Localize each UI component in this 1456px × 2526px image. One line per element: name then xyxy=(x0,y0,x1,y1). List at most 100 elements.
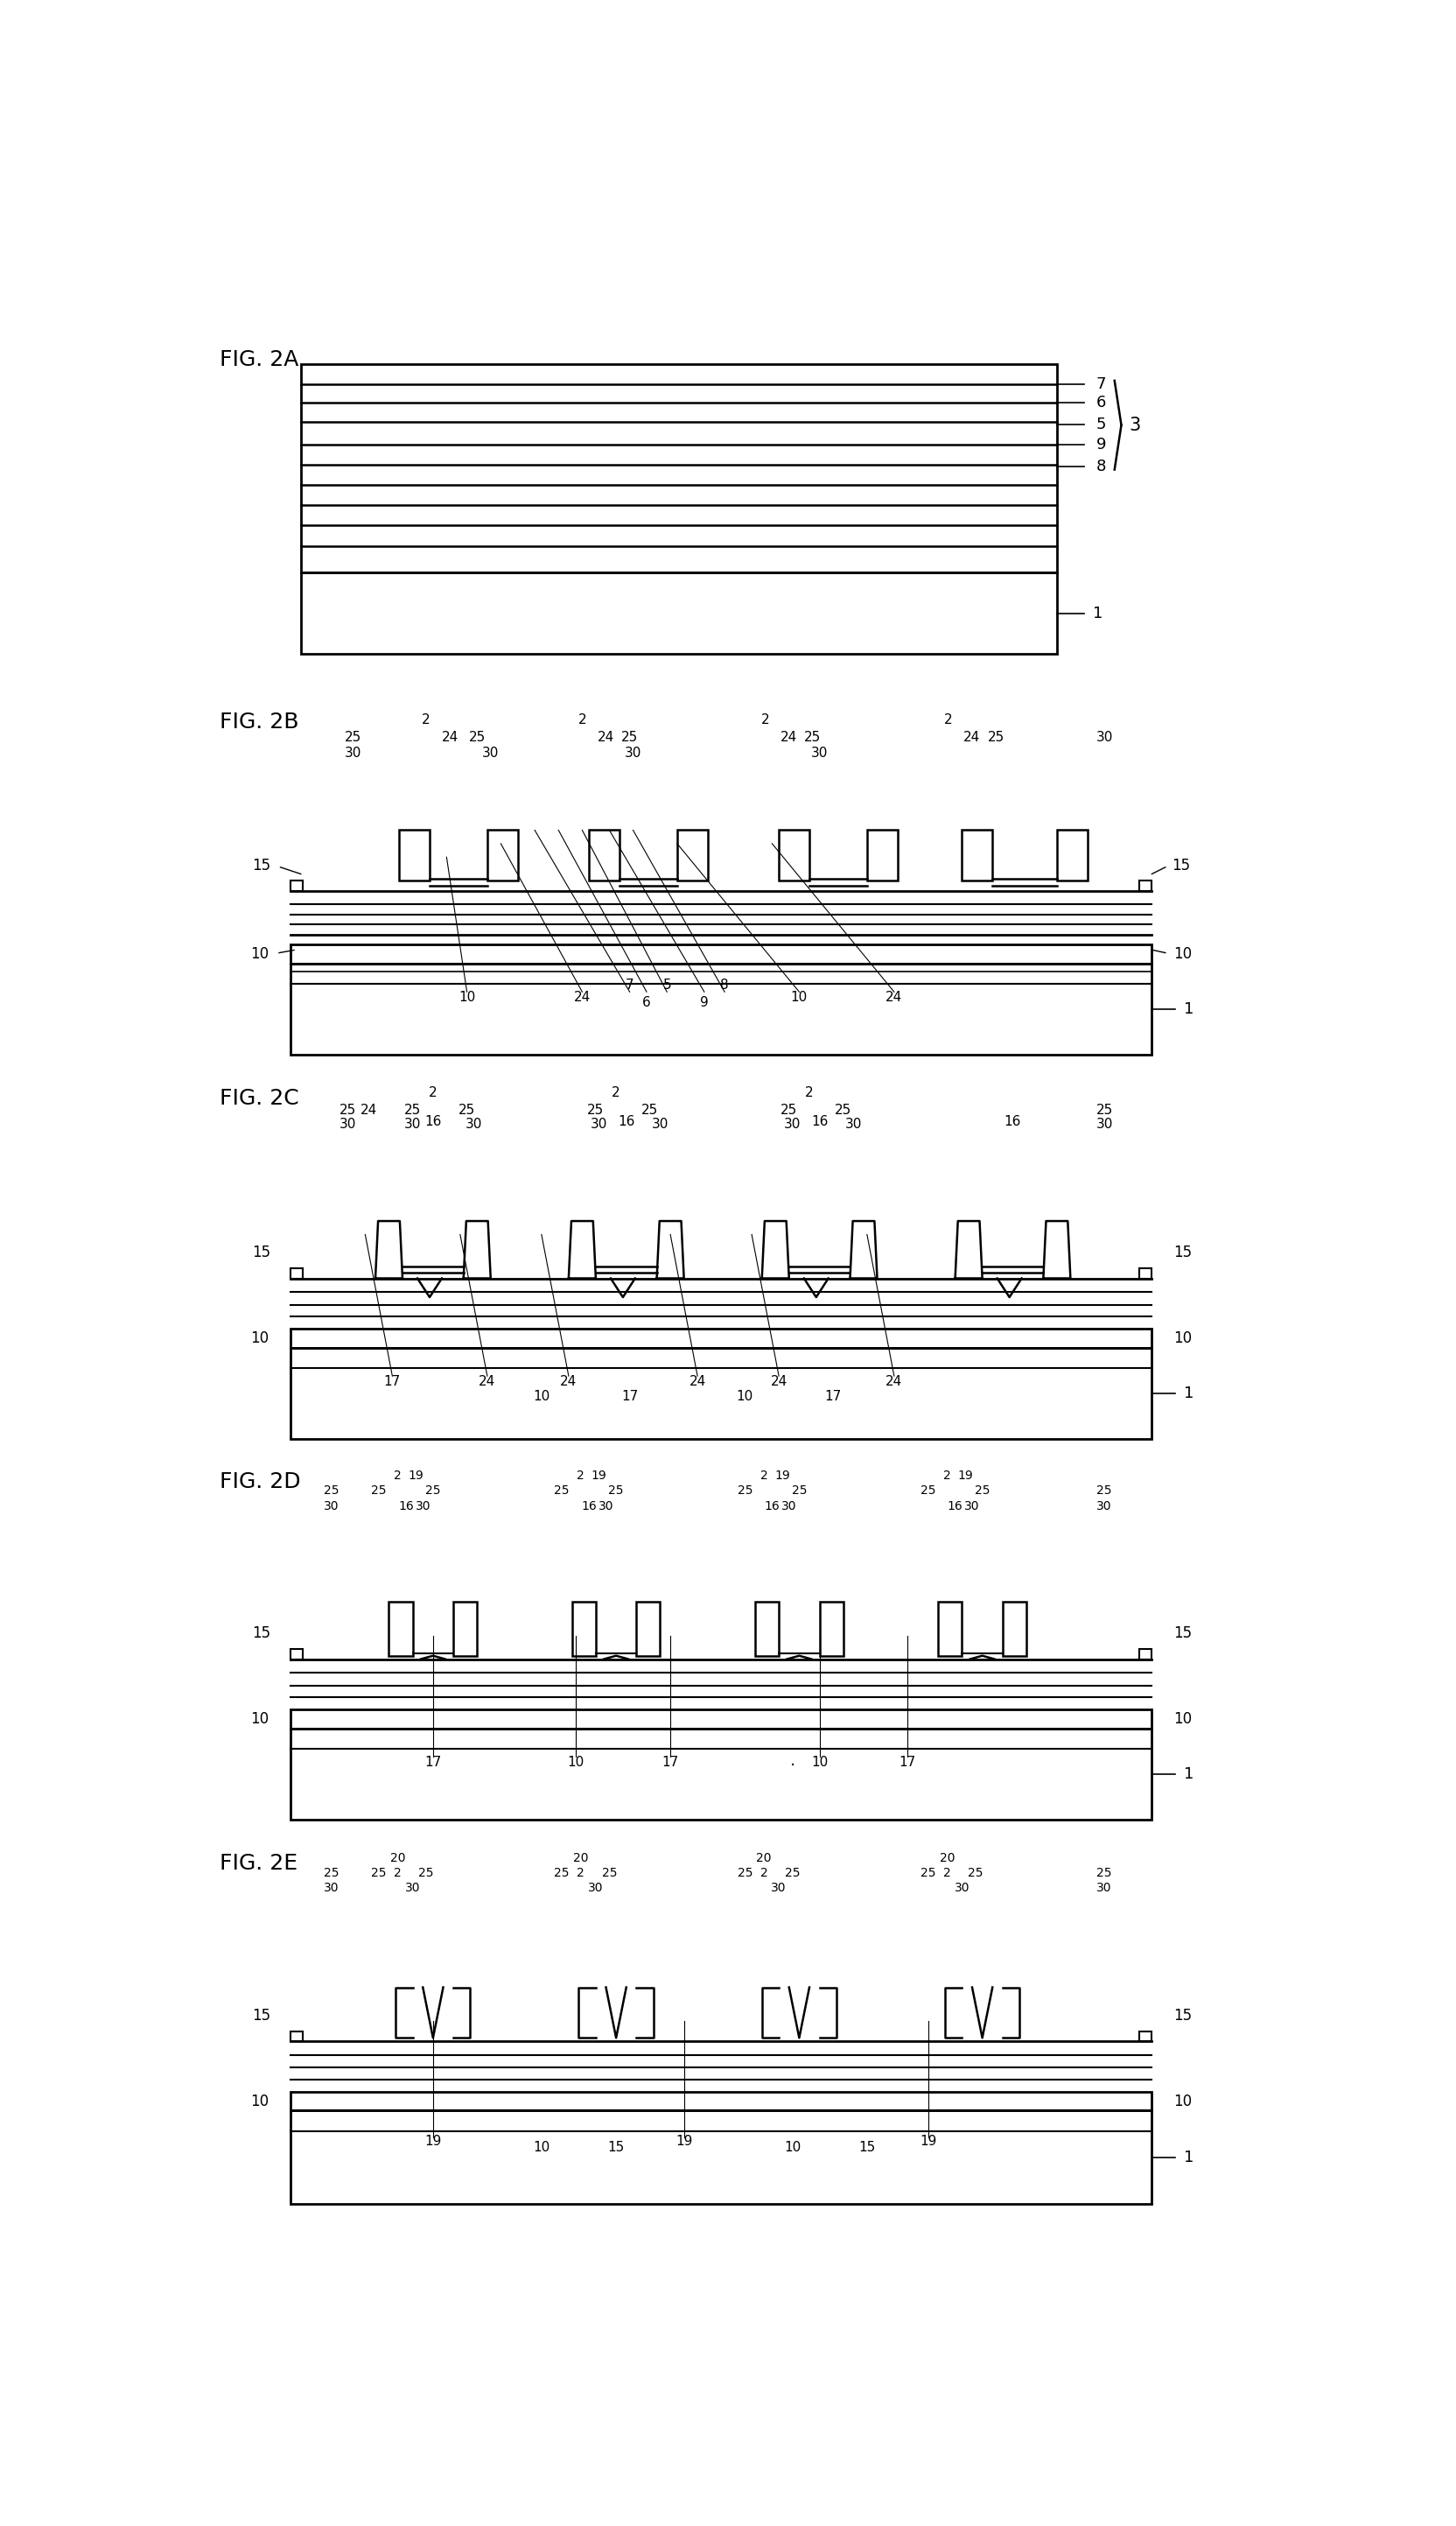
Text: 10: 10 xyxy=(459,990,475,1003)
Text: 16: 16 xyxy=(581,1500,597,1513)
Bar xyxy=(389,1601,412,1655)
Text: 2: 2 xyxy=(760,1867,767,1879)
Text: 25: 25 xyxy=(737,1867,753,1879)
Text: 30: 30 xyxy=(811,748,827,760)
Text: 25: 25 xyxy=(403,1104,421,1116)
Text: 25: 25 xyxy=(418,1867,434,1879)
Text: 25: 25 xyxy=(339,1104,357,1116)
Text: 30: 30 xyxy=(323,1882,339,1894)
Bar xyxy=(290,1728,1152,1819)
Text: 25: 25 xyxy=(804,730,821,745)
Text: 25: 25 xyxy=(601,1867,616,1879)
Text: 25: 25 xyxy=(1096,1867,1111,1879)
Text: 10: 10 xyxy=(783,2142,801,2155)
Text: 15: 15 xyxy=(1174,2008,1191,2023)
Text: 2: 2 xyxy=(428,1086,437,1099)
Text: 2: 2 xyxy=(577,1470,584,1483)
Text: 25: 25 xyxy=(785,1867,799,1879)
Text: 15: 15 xyxy=(1174,1245,1191,1260)
Text: 17: 17 xyxy=(620,1389,638,1402)
Text: 1: 1 xyxy=(1184,1000,1194,1018)
Text: 30: 30 xyxy=(588,1882,603,1894)
Text: 19: 19 xyxy=(775,1470,789,1483)
Text: 2: 2 xyxy=(805,1086,812,1099)
Text: 25: 25 xyxy=(469,730,485,745)
Text: 30: 30 xyxy=(344,748,361,760)
Text: 10: 10 xyxy=(250,2094,269,2109)
Text: 25: 25 xyxy=(737,1485,753,1498)
Text: 7: 7 xyxy=(1095,376,1105,392)
Text: 15: 15 xyxy=(252,1245,271,1260)
Text: 25: 25 xyxy=(553,1867,569,1879)
Bar xyxy=(866,831,897,882)
Text: 15: 15 xyxy=(252,1627,271,1642)
Text: 2: 2 xyxy=(760,1470,767,1483)
Bar xyxy=(290,2031,303,2041)
Text: 15: 15 xyxy=(858,2142,875,2155)
Text: 17: 17 xyxy=(824,1389,842,1402)
Text: 25: 25 xyxy=(1095,1104,1112,1116)
Text: 5: 5 xyxy=(662,978,671,993)
Text: 3: 3 xyxy=(1128,417,1140,434)
Text: 19: 19 xyxy=(408,1470,424,1483)
Text: 24: 24 xyxy=(479,1374,495,1387)
Text: 17: 17 xyxy=(661,1756,678,1768)
Bar xyxy=(677,831,708,882)
Text: 10: 10 xyxy=(1174,2094,1191,2109)
Text: 2: 2 xyxy=(760,712,769,725)
Text: 25: 25 xyxy=(371,1485,386,1498)
Text: 20: 20 xyxy=(572,1852,588,1864)
Bar xyxy=(961,831,992,882)
Bar xyxy=(572,1601,596,1655)
Text: 10: 10 xyxy=(250,947,269,962)
Text: 30: 30 xyxy=(1096,1882,1111,1894)
Text: 1: 1 xyxy=(1092,606,1102,621)
Text: 6: 6 xyxy=(1095,394,1105,412)
Bar xyxy=(300,364,1056,573)
Text: 2: 2 xyxy=(393,1470,402,1483)
Text: 16: 16 xyxy=(811,1116,827,1129)
Bar xyxy=(290,1649,303,1660)
Text: 30: 30 xyxy=(415,1500,430,1513)
Text: 2: 2 xyxy=(942,1470,951,1483)
Text: 25: 25 xyxy=(920,1485,935,1498)
Text: 30: 30 xyxy=(651,1116,668,1132)
Text: 25: 25 xyxy=(641,1104,658,1116)
Text: 16: 16 xyxy=(764,1500,779,1513)
Text: 15: 15 xyxy=(1174,1627,1191,1642)
Text: 25: 25 xyxy=(609,1485,623,1498)
Text: 2: 2 xyxy=(577,1867,584,1879)
Text: 30: 30 xyxy=(1095,1116,1112,1132)
Text: 16: 16 xyxy=(617,1116,635,1129)
Text: 2: 2 xyxy=(943,712,952,725)
Text: 25: 25 xyxy=(780,1104,796,1116)
Text: 25: 25 xyxy=(459,1104,475,1116)
Bar xyxy=(290,1329,1152,1349)
Text: 25: 25 xyxy=(791,1485,807,1498)
Text: 17: 17 xyxy=(424,1756,441,1768)
Text: 10: 10 xyxy=(791,990,807,1003)
Text: 19: 19 xyxy=(957,1470,973,1483)
Bar xyxy=(290,2092,1152,2112)
Text: 25: 25 xyxy=(620,730,638,745)
Text: ·: · xyxy=(789,1758,795,1773)
Text: 10: 10 xyxy=(533,2142,549,2155)
Text: 30: 30 xyxy=(770,1882,786,1894)
Text: 8: 8 xyxy=(719,978,728,993)
Text: 15: 15 xyxy=(1172,856,1190,874)
Text: FIG. 2C: FIG. 2C xyxy=(220,1089,298,1109)
Text: 2: 2 xyxy=(422,712,430,725)
Text: 10: 10 xyxy=(250,1710,269,1728)
Text: 19: 19 xyxy=(424,2134,441,2147)
Text: 25: 25 xyxy=(987,730,1003,745)
Text: 25: 25 xyxy=(371,1867,386,1879)
Bar xyxy=(754,1601,779,1655)
Bar xyxy=(486,831,517,882)
Text: 16: 16 xyxy=(1003,1116,1021,1129)
Text: 25: 25 xyxy=(425,1485,440,1498)
Text: 17: 17 xyxy=(384,1374,400,1387)
Bar xyxy=(938,1601,961,1655)
Text: 25: 25 xyxy=(345,730,361,745)
Text: 30: 30 xyxy=(964,1500,980,1513)
Text: 24: 24 xyxy=(780,730,796,745)
